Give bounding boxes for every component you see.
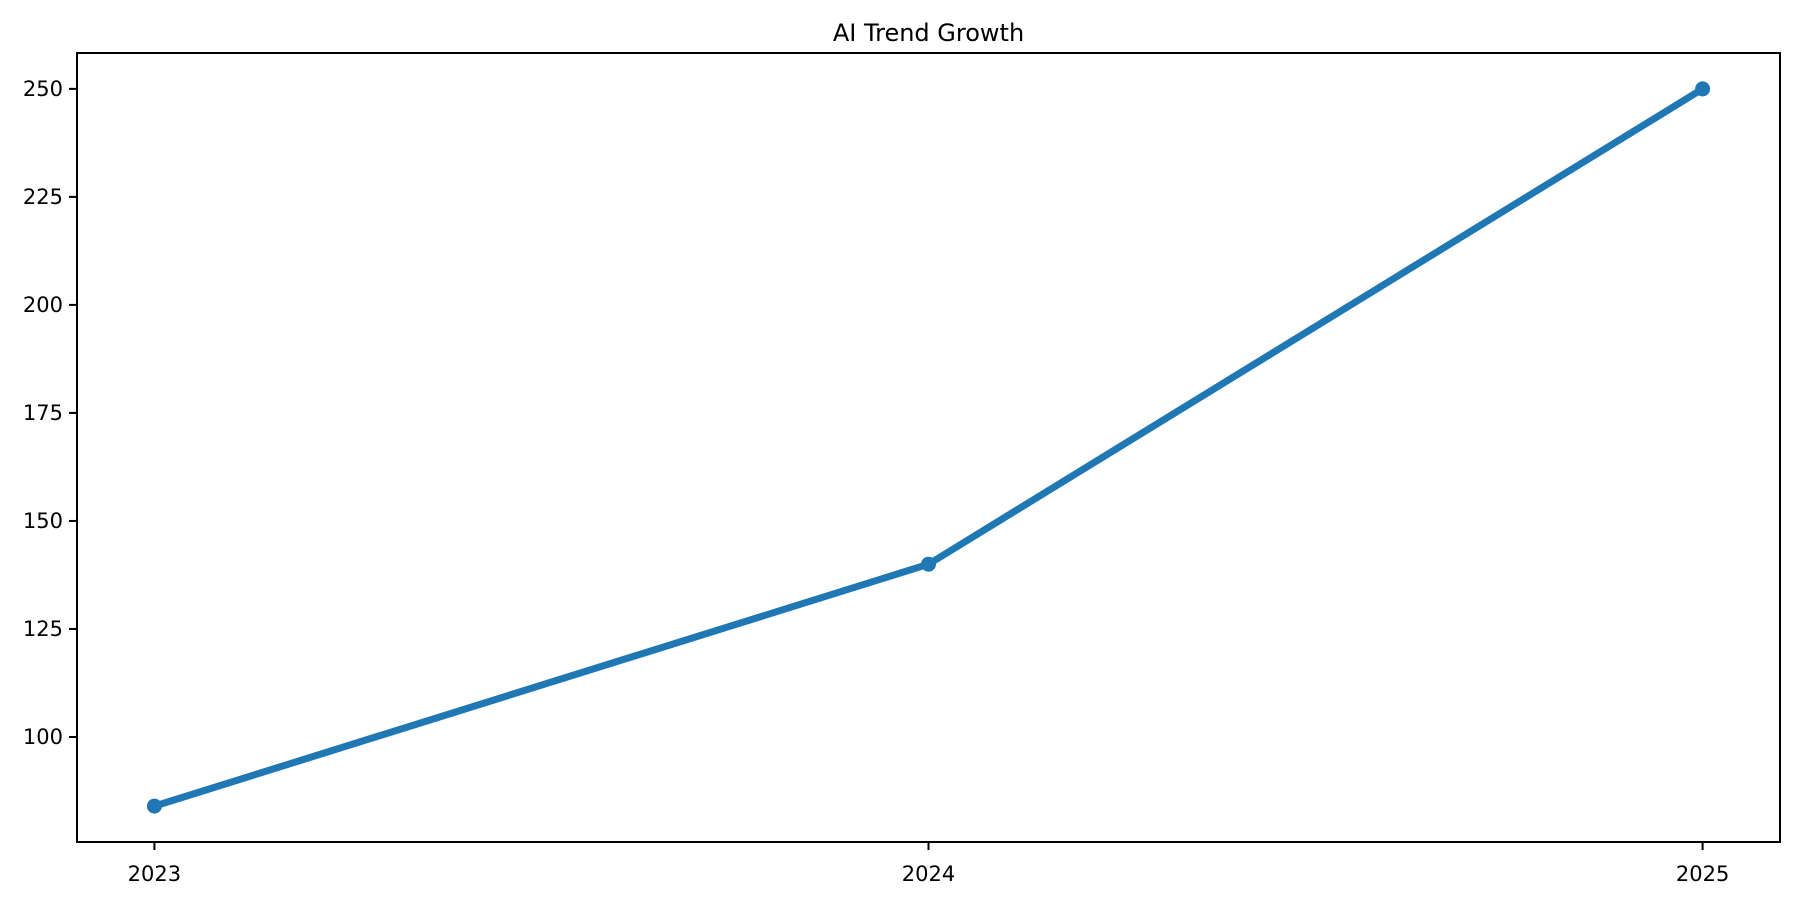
data-series xyxy=(146,81,1711,814)
plot-border xyxy=(76,52,1781,843)
y-tick-label: 200 xyxy=(23,293,63,317)
x-axis: 2023 2024 2025 xyxy=(128,842,1729,886)
x-tick-label: 2024 xyxy=(902,862,955,886)
x-tick-label: 2025 xyxy=(1676,862,1729,886)
axes-spines xyxy=(76,52,1781,843)
data-point-marker xyxy=(1695,81,1711,97)
y-tick-label: 150 xyxy=(23,509,63,533)
y-tick-label: 225 xyxy=(23,185,63,209)
y-tick-label: 100 xyxy=(23,725,63,749)
trend-line xyxy=(150,85,1707,810)
y-tick-label: 250 xyxy=(23,77,63,101)
data-point-marker xyxy=(921,556,936,572)
x-tick-label: 2023 xyxy=(128,862,181,886)
y-tick-label: 125 xyxy=(23,617,63,641)
chart-title: AI Trend Growth xyxy=(833,19,1024,47)
y-tick-label: 175 xyxy=(23,401,63,425)
y-axis: 100 125 150 175 200 225 250 xyxy=(23,77,77,749)
data-point-marker xyxy=(146,798,162,814)
